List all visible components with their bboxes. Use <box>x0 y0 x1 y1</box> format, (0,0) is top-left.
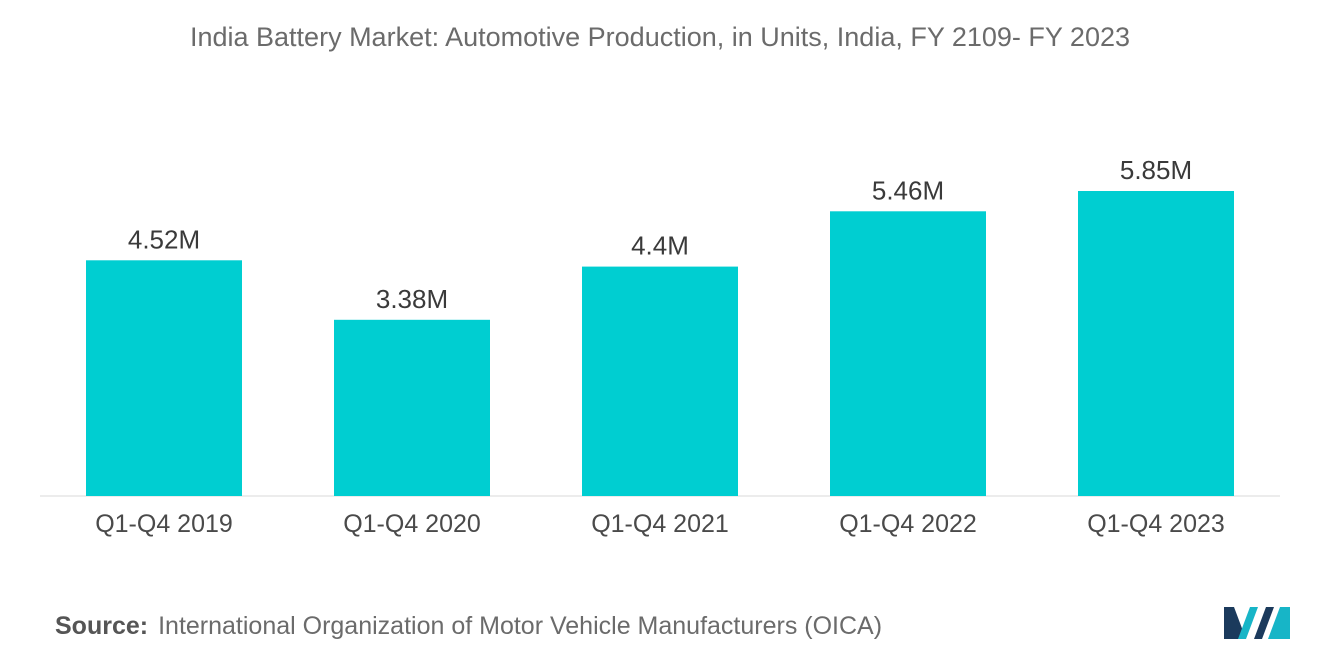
bar-value-label-2: 4.4M <box>631 231 689 261</box>
bar-value-label-1: 3.38M <box>376 284 448 314</box>
bar-value-label-0: 4.52M <box>128 224 200 254</box>
logo-shape-right <box>1268 607 1290 639</box>
source-note: Source: International Organization of Mot… <box>55 612 882 641</box>
x-tick-label-2: Q1-Q4 2021 <box>591 510 729 538</box>
logo-shape-mid-right <box>1254 607 1274 639</box>
x-tick-label-0: Q1-Q4 2019 <box>95 510 233 538</box>
bar-value-label-4: 5.85M <box>1120 155 1192 185</box>
bar-chart: 4.52M 3.38M 4.4M 5.46M 5.85M Q1-Q4 2019 Q1-Q4… <box>40 155 1280 538</box>
mordor-intelligence-logo-icon <box>1224 607 1290 639</box>
bar-4 <box>1078 191 1234 496</box>
logo-shape-left <box>1224 607 1246 639</box>
bar-2 <box>582 266 738 496</box>
bar-3 <box>830 211 986 497</box>
source-label: Source: <box>55 612 149 640</box>
x-tick-label-4: Q1-Q4 2023 <box>1087 510 1225 538</box>
chart-title: India Battery Market: Automotive Product… <box>189 22 1130 52</box>
bar-1 <box>334 319 490 496</box>
bar-0 <box>86 260 242 496</box>
bar-value-label-3: 5.46M <box>872 175 944 205</box>
source-text: International Organization of Motor Vehi… <box>158 612 883 640</box>
x-tick-label-1: Q1-Q4 2020 <box>343 510 481 538</box>
x-tick-label-3: Q1-Q4 2022 <box>839 510 977 538</box>
logo-shape-mid-left <box>1238 607 1258 639</box>
